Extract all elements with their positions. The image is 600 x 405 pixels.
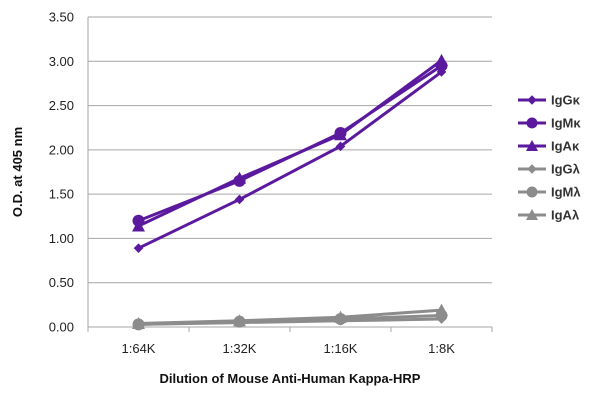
- y-tick-label: 0.00: [49, 320, 74, 335]
- x-tick-label: 1:64K: [122, 341, 156, 356]
- data-point: [234, 317, 245, 328]
- legend-label: IgGκ: [551, 93, 581, 108]
- y-tick-label: 2.00: [49, 142, 74, 157]
- y-tick-label: 2.50: [49, 98, 74, 113]
- legend: IgGκ IgMκ IgAκ IgGλ IgMλ IgAλ: [518, 93, 581, 223]
- series-group: [132, 53, 448, 331]
- legend-marker: [526, 140, 538, 151]
- data-point: [133, 319, 144, 330]
- y-tick-label: 3.00: [49, 54, 74, 69]
- series-line: [138, 317, 442, 326]
- x-axis-title: Dilution of Mouse Anti-Human Kappa-HRP: [160, 371, 421, 386]
- y-tick-label: 1.50: [49, 187, 74, 202]
- y-tick-label: 1.00: [49, 231, 74, 246]
- y-tick-label: 0.50: [49, 275, 74, 290]
- legend-item: IgAκ: [518, 139, 580, 154]
- legend-marker: [527, 95, 537, 105]
- legend-marker: [526, 186, 538, 198]
- data-point: [435, 59, 448, 72]
- legend-marker: [526, 117, 538, 129]
- data-point: [132, 214, 145, 227]
- data-point: [436, 314, 447, 324]
- legend-item: IgMκ: [518, 116, 581, 131]
- legend-label: IgAκ: [551, 139, 580, 154]
- data-point: [335, 141, 346, 152]
- data-point: [436, 67, 447, 77]
- data-point: [335, 316, 346, 326]
- y-tick-label: 3.50: [49, 10, 74, 25]
- data-point: [233, 174, 246, 187]
- legend-label: IgMλ: [551, 185, 581, 200]
- series-4: [133, 314, 447, 330]
- series-2: [132, 59, 448, 227]
- legend-label: IgAλ: [551, 208, 580, 223]
- data-point: [133, 243, 144, 253]
- legend-label: IgGλ: [551, 162, 581, 177]
- legend-item: IgGκ: [518, 93, 581, 108]
- series-line: [137, 70, 443, 250]
- x-tick-label: 1:16K: [324, 341, 358, 356]
- x-tick-label: 1:8K: [428, 341, 455, 356]
- legend-marker: [527, 164, 537, 174]
- data-point: [234, 194, 245, 205]
- legend-item: IgMλ: [518, 185, 581, 200]
- legend-item: IgAλ: [518, 208, 580, 223]
- legend-item: IgGλ: [518, 162, 581, 177]
- x-tick-label: 1:32K: [223, 341, 257, 356]
- y-axis-title: O.D. at 405 nm: [10, 127, 25, 217]
- legend-marker: [526, 209, 538, 220]
- series-line: [137, 64, 443, 223]
- series-1: [133, 67, 447, 253]
- legend-label: IgMκ: [551, 116, 581, 131]
- data-point: [334, 127, 347, 140]
- axes: 0.00 0.50 1.00 1.50 2.00 2.50 3.00 3.50 1:64K 1:3…: [49, 10, 493, 356]
